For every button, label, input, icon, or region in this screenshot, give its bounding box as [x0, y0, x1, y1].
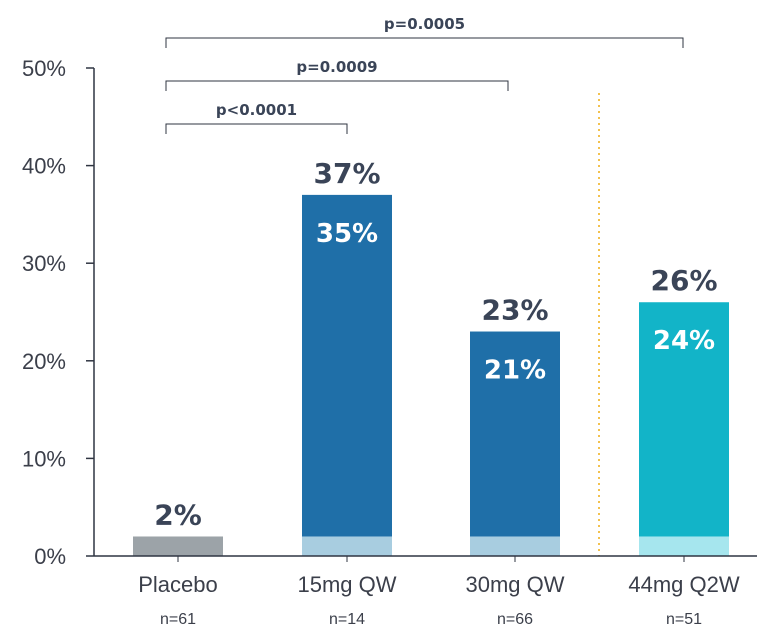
y-tick-label: 10%	[22, 446, 66, 471]
y-tick-label: 50%	[22, 56, 66, 81]
bar-total-label: 37%	[313, 157, 380, 190]
p-value-label: p=0.0005	[384, 15, 465, 33]
bar-segment-top	[302, 194, 392, 537]
bar-total-label: 2%	[154, 498, 202, 531]
bar-segment-top	[639, 302, 729, 537]
bar-segment-base	[470, 536, 560, 556]
bars	[133, 194, 729, 556]
significance-bracket	[165, 80, 509, 91]
bar-inner-label: 21%	[484, 356, 546, 386]
p-value-label: p=0.0009	[296, 58, 377, 76]
labels: 2% Placebo n=61 35% 37% 15mg QW n=14 21% 23% 30mg…	[138, 157, 740, 628]
bar-segment-base	[639, 536, 729, 556]
axes: 0% 10% 20% 30% 40% 50%	[22, 56, 757, 569]
bar-segment-base	[133, 536, 223, 556]
y-tick-label: 40%	[22, 154, 66, 179]
y-tick-label: 30%	[22, 251, 66, 276]
y-tick-label: 20%	[22, 349, 66, 374]
bar-segment-top	[470, 331, 560, 537]
x-tick-label: Placebo	[138, 572, 218, 597]
p-value-label: p<0.0001	[216, 101, 297, 119]
x-tick-label: 44mg Q2W	[628, 572, 739, 597]
significance-bracket	[165, 123, 348, 134]
x-tick-label: 30mg QW	[465, 572, 564, 597]
sample-size-label: n=14	[329, 611, 365, 628]
y-tick-label: 0%	[34, 544, 66, 569]
significance-bracket	[165, 37, 684, 48]
sample-size-label: n=61	[160, 611, 196, 628]
bar-inner-label: 35%	[316, 219, 378, 249]
bar-total-label: 26%	[650, 264, 717, 297]
bar-inner-label: 24%	[653, 326, 715, 356]
bar-total-label: 23%	[481, 294, 548, 327]
significance-brackets: p<0.0001 p=0.0009 p=0.0005	[165, 15, 684, 134]
bar-segment-base	[302, 536, 392, 556]
x-tick-label: 15mg QW	[297, 572, 396, 597]
sample-size-label: n=51	[666, 611, 702, 628]
sample-size-label: n=66	[497, 611, 533, 628]
